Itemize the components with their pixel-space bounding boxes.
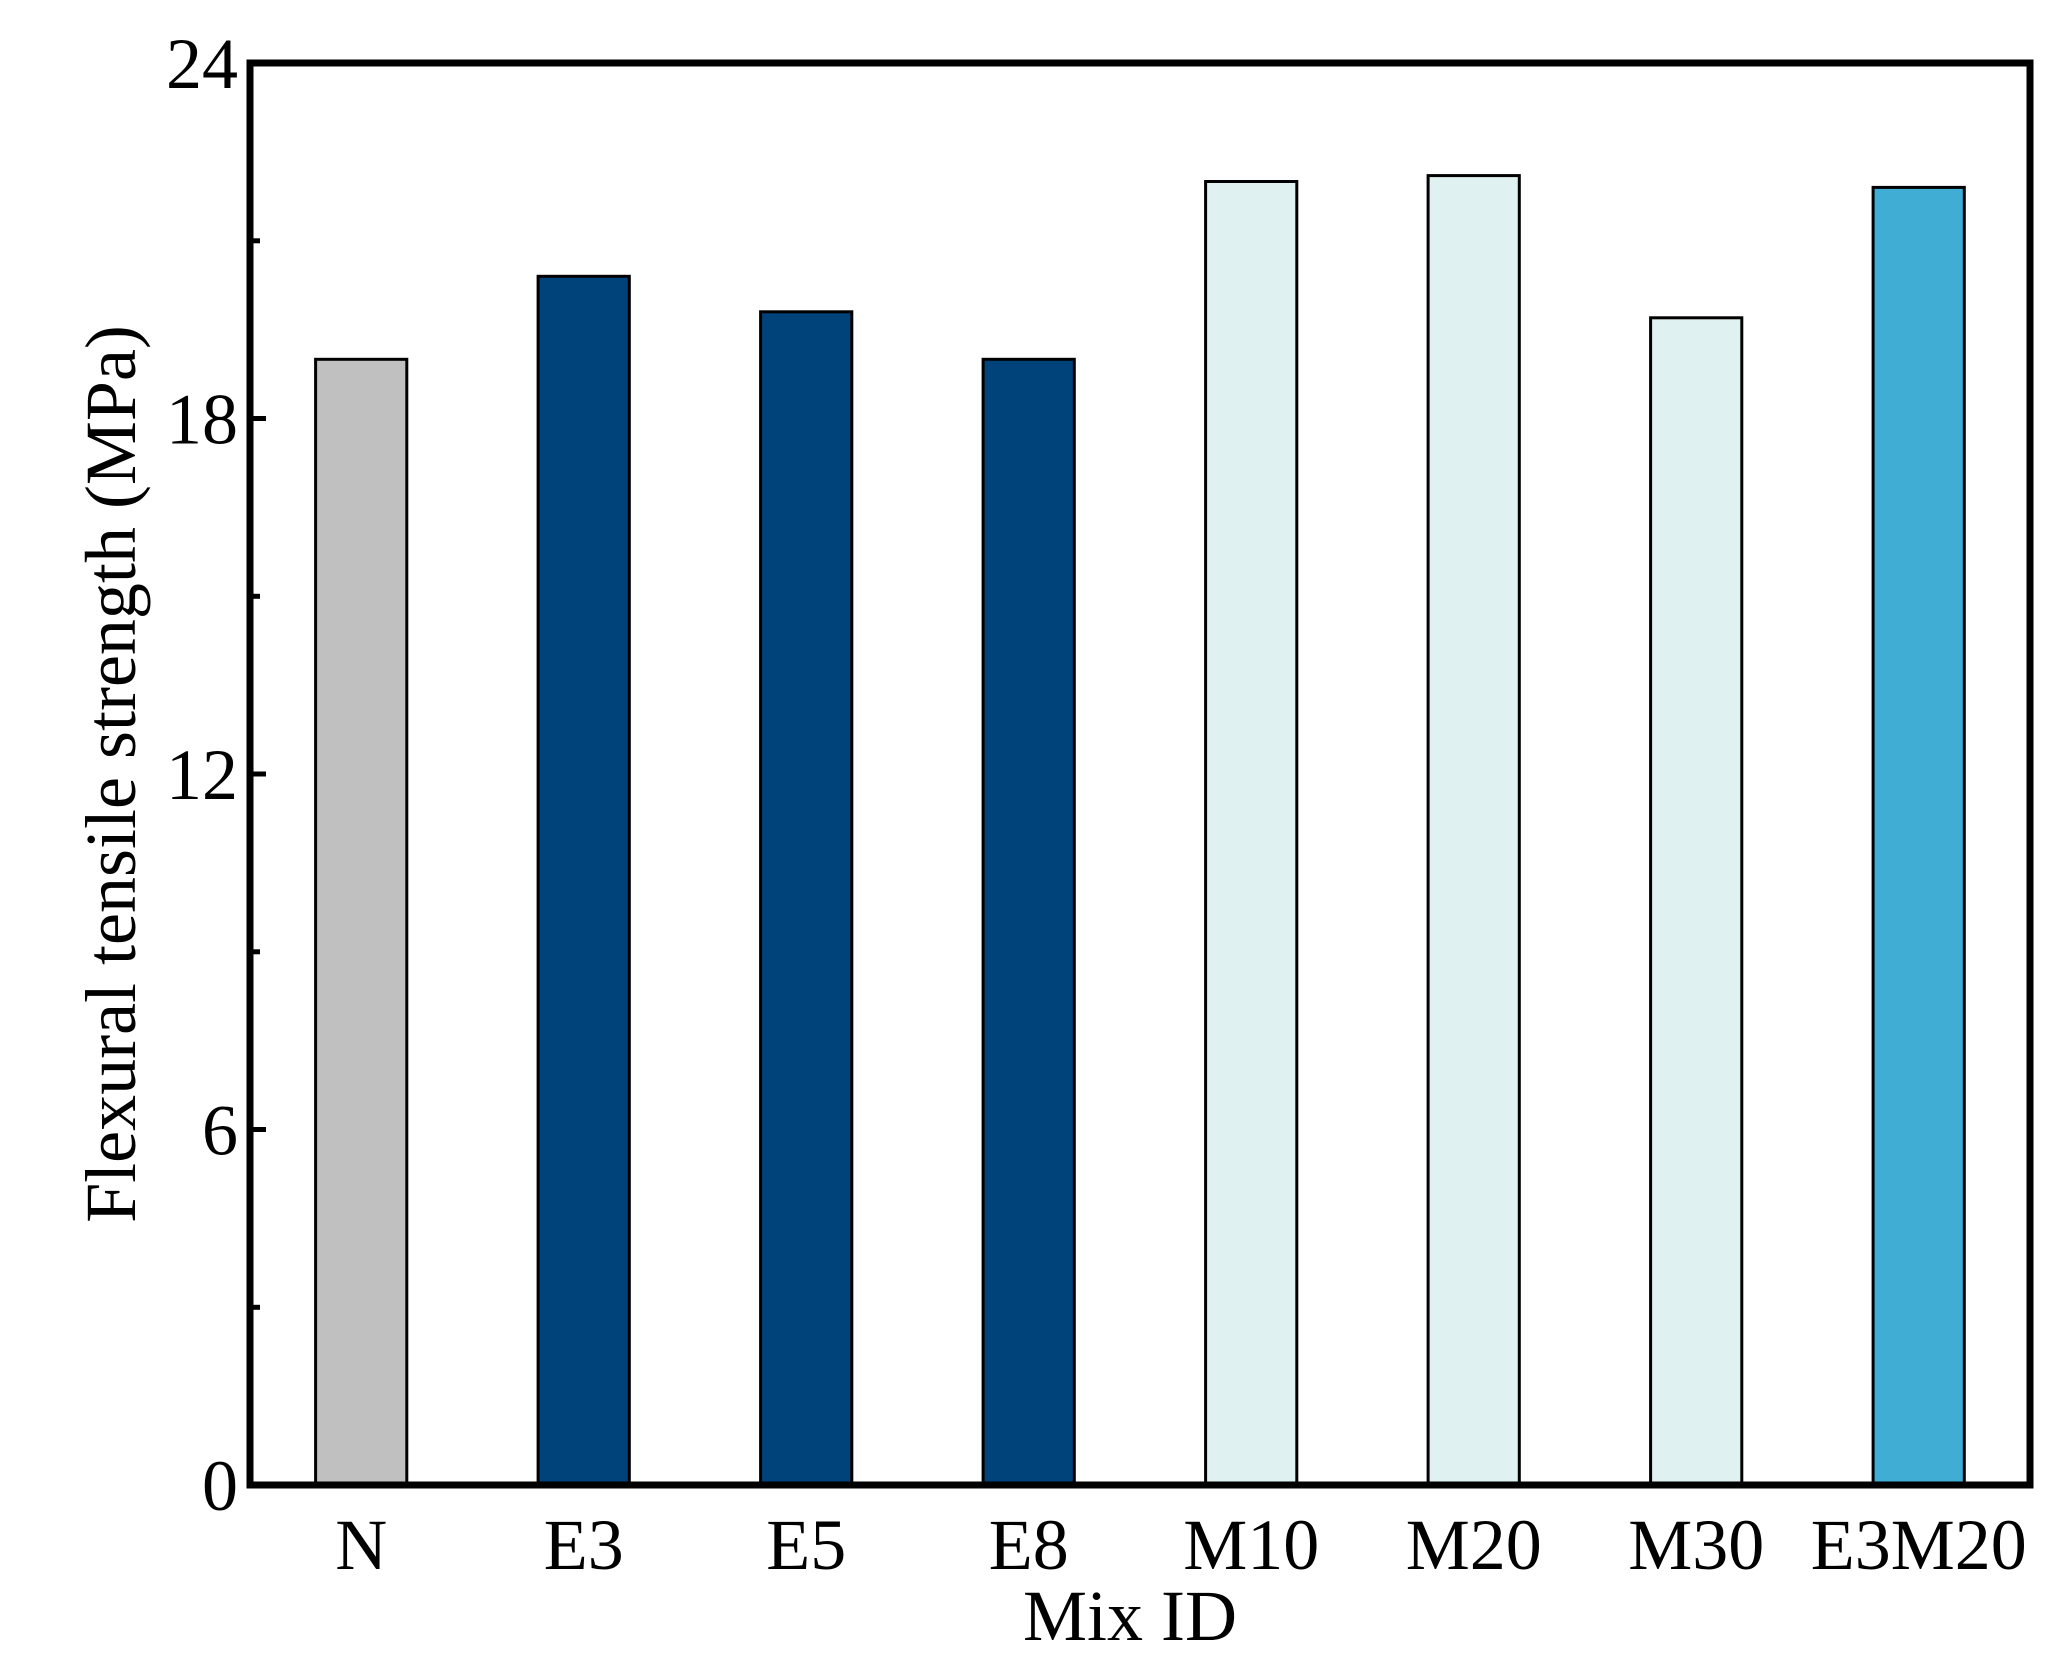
plot-frame bbox=[246, 59, 2034, 1489]
x-tick-label-n: N bbox=[335, 1505, 387, 1585]
bar-m20 bbox=[1426, 174, 1521, 1487]
x-tick-label-e3: E3 bbox=[544, 1505, 624, 1585]
bar-n bbox=[314, 357, 409, 1487]
y-tick-label-18: 18 bbox=[166, 380, 238, 460]
x-tick-label-e5: E5 bbox=[766, 1505, 846, 1585]
bars-layer bbox=[314, 174, 1966, 1487]
y-tick-label-24: 24 bbox=[166, 24, 238, 104]
x-tick-label-m10: M10 bbox=[1183, 1505, 1319, 1585]
y-axis-title: Flexural tensile strength (MPa) bbox=[71, 325, 151, 1223]
bar-m10 bbox=[1204, 180, 1299, 1487]
bar-e3 bbox=[536, 274, 631, 1487]
bar-m30 bbox=[1649, 316, 1744, 1487]
x-tick-label-m20: M20 bbox=[1406, 1505, 1542, 1585]
bar-e5 bbox=[759, 310, 854, 1487]
bar-e3m20 bbox=[1871, 185, 1966, 1487]
y-tick-label-12: 12 bbox=[166, 735, 238, 815]
ticks-layer bbox=[250, 60, 266, 1488]
y-tick-label-6: 6 bbox=[202, 1091, 238, 1171]
labels-layer: N E3 E5 E8 M10 M20 M30 E3M20 0 6 12 18 24 bbox=[166, 24, 2027, 1585]
x-tick-label-e3m20: E3M20 bbox=[1811, 1505, 2027, 1585]
x-axis-title: Mix ID bbox=[1023, 1576, 1237, 1656]
x-tick-label-m30: M30 bbox=[1628, 1505, 1764, 1585]
bar-e8 bbox=[981, 357, 1076, 1487]
y-tick-label-0: 0 bbox=[202, 1446, 238, 1526]
x-tick-label-e8: E8 bbox=[989, 1505, 1069, 1585]
